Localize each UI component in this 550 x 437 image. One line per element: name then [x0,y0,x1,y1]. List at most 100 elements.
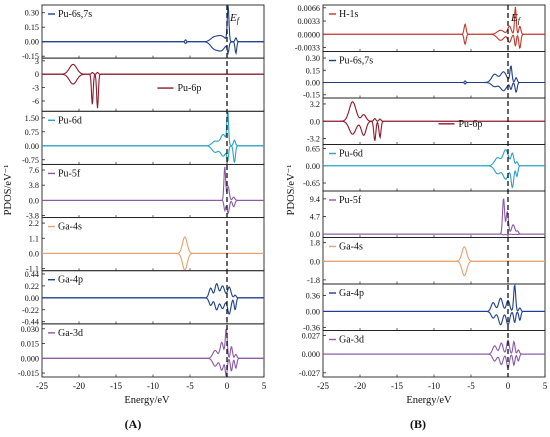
y-tick-label: 0.00 [306,162,320,171]
x-tick-label: -15 [110,381,122,391]
y-tick-label: 0.75 [25,128,39,137]
series-line-spin-down [42,145,264,164]
y-tick-label: 2.2 [29,219,39,228]
y-tick-label: 0.0066 [297,4,320,13]
y-tick-label: 1.1 [29,234,39,243]
y-tick-label: 0.00 [25,38,39,47]
series-line-spin-up [42,63,264,75]
series-line-spin-down [323,310,545,326]
series-label: Pu-6d [339,149,363,160]
y-tick-label: 0.0 [29,249,39,258]
y-tick-label: 0.030 [21,325,39,334]
y-tick-label: 0.44 [25,270,39,279]
panel-ga-3d: 0.027 0.000 -0.027 Ga-3d [299,330,546,378]
figure-label: (B) [410,417,426,431]
panel-pu-6s-7s: 0.30 0.15 0.00 -0.15 Pu-6s,7s [22,4,265,61]
y-tick-label: -1.8 [307,276,320,285]
series-label: Pu-5f [58,168,81,179]
panel-h-1s: 0.0066 0.0033 0.0000 -0.0033 H-1s [295,4,546,52]
x-tick-label: -5 [467,381,475,391]
series-line-spin-down [323,233,545,236]
series-line-spin-down [323,260,545,277]
series-label: Pu-6s,7s [58,9,92,20]
panel-pu-6p: 3.2 0.0 -3.2 Pu-6p [307,97,546,145]
y-tick-label: 0.00 [306,79,320,88]
y-tick-label: -1.1 [26,265,39,274]
series-label: Pu-6p [177,83,201,94]
y-tick-label: -0.22 [22,306,39,315]
y-tick-label: 0.00 [25,142,39,151]
figure-label: (A) [125,417,142,431]
x-tick-label: -25 [317,381,329,391]
y-tick-label: -0.65 [303,179,320,188]
series-line-spin-down [42,297,264,316]
series-line-spin-down [323,120,545,141]
fermi-level-label: Ef [229,12,241,25]
y-tick-label: 1.8 [310,239,320,248]
series-label: Pu-6p [458,119,482,130]
y-tick-label: -3.2 [307,135,320,144]
y-tick-label: 0.15 [306,66,320,75]
panel-pu-6p: 3 0 -3 -6 Pu-6p [32,57,265,112]
series-label: Ga-4s [58,222,82,233]
y-tick-label: 4.7 [310,213,320,222]
series-label: Pu-6d [58,115,82,126]
panel-ga-4s: 1.8 0.0 -1.8 Ga-4s [307,237,546,285]
y-tick-label: -0.36 [303,323,320,332]
series-label: Ga-3d [339,335,364,346]
y-tick-label: 0.027 [302,331,320,340]
x-tick-label: -10 [147,381,159,391]
series-line-spin-up [323,101,545,122]
y-tick-label: 0.22 [25,282,39,291]
y-tick-label: 0.0033 [297,17,320,26]
x-tick-label: 0 [225,381,230,391]
y-tick-label: 3 [35,57,39,66]
y-tick-label: -0.0033 [295,43,320,52]
series-line-spin-down [42,357,264,377]
y-tick-label: 0.00 [306,307,320,316]
y-tick-label: -0.015 [18,369,39,378]
y-tick-label: 0.00 [25,294,39,303]
series-line-spin-down [323,33,545,49]
x-tick-label: -5 [186,381,194,391]
y-tick-label: -0.75 [22,156,39,165]
series-line-spin-down [42,252,264,271]
panel-pu-5f: 9.4 4.7 0.0 Pu-5f [310,190,546,239]
series-line-spin-down [323,81,545,93]
y-tick-label: -3.8 [26,212,39,221]
y-tick-label: 3.8 [29,181,39,190]
series-line-spin-down [323,353,545,370]
y-tick-label: 7.6 [29,166,39,175]
x-axis-label: Energy/eV [406,395,452,406]
y-tick-label: 0.30 [306,54,320,63]
panel-pu-6d: 1.50 0.75 0.00 -0.75 Pu-6d [22,109,265,165]
panel-ga-4p: 0.36 0.00 -0.36 Ga-4p [303,283,546,332]
series-line-spin-down [42,73,264,109]
x-tick-label: 0 [506,381,511,391]
y-tick-label: -0.44 [22,318,39,327]
y-tick-label: -6 [32,97,39,106]
panel-ga-4p: 0.44 0.22 0.00 -0.22 -0.44 Ga-4p [22,270,265,327]
x-axis-label: Energy/eV [124,395,170,406]
panel-pu-5f: 7.6 3.8 0.0 -3.8 Pu-5f [26,163,265,221]
panel-pu-6s-7s: 0.30 0.15 0.00 -0.15 Pu-6s,7s [303,51,546,100]
y-axis-label: PDOS/eV⁻¹ [3,165,14,216]
y-tick-label: -0.15 [303,91,320,100]
y-axis-label: PDOS/eV⁻¹ [286,165,297,216]
series-line-spin-up [42,236,264,255]
y-tick-label: 0.0 [29,196,39,205]
y-tick-label: 0 [35,70,39,79]
x-tick-label: -25 [36,381,48,391]
y-tick-label: 0.0 [310,117,320,126]
y-tick-label: 0.015 [21,340,39,349]
fermi-level-label: Ef [510,12,522,25]
series-line-spin-down [42,41,264,56]
x-tick-label: -10 [428,381,440,391]
y-tick-label: 0.65 [306,144,320,153]
y-tick-label: 3.2 [310,100,320,109]
y-tick-label: -0.027 [299,369,320,378]
series-label: Ga-4p [58,275,83,286]
y-tick-label: 0.0000 [297,30,320,39]
y-tick-label: 1.50 [25,114,39,123]
y-tick-label: 0.36 [306,292,320,301]
